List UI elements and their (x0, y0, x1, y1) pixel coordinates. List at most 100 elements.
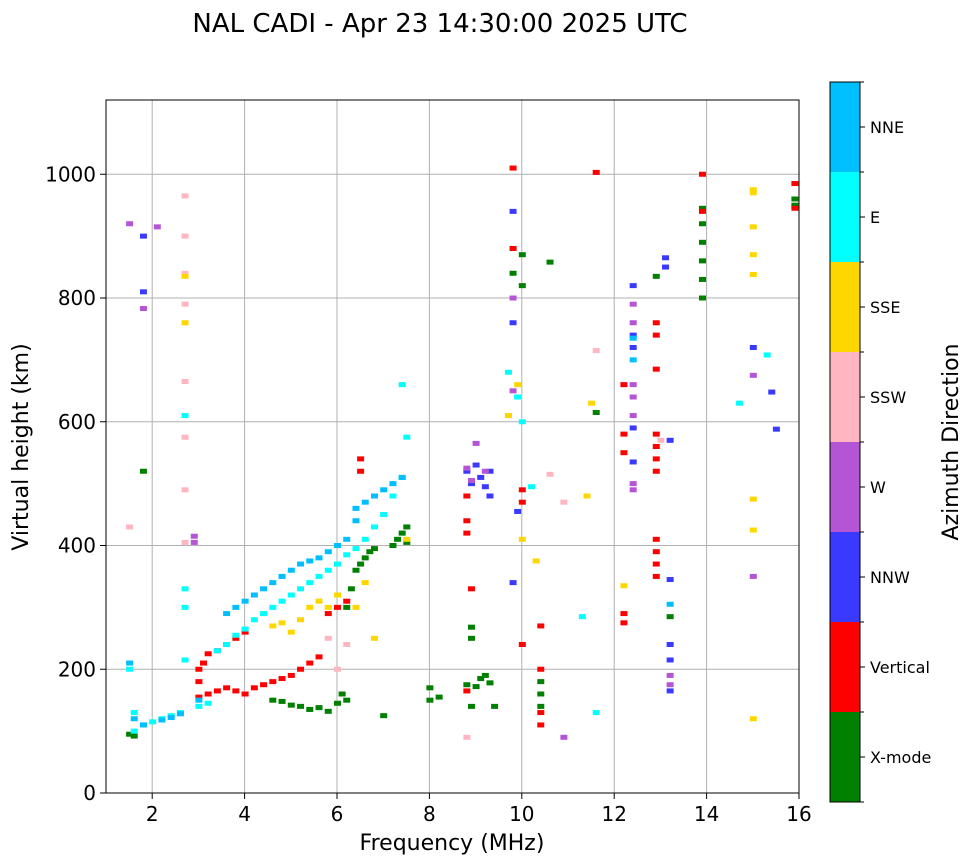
data-point-vertical (652, 431, 660, 437)
data-point-vertical (250, 685, 258, 691)
colorbar-segment (830, 352, 860, 442)
data-point-xmode (315, 705, 323, 711)
data-point-vertical (334, 604, 341, 610)
data-point-nnw (662, 264, 670, 270)
data-point-xmode (426, 685, 434, 691)
data-point-nne (629, 335, 637, 341)
data-point-e (232, 632, 240, 638)
colorbar-segment (830, 622, 860, 712)
data-point-nne (361, 499, 369, 505)
data-point-vertical (204, 651, 212, 657)
data-point-nnw (509, 208, 517, 214)
data-point-xmode (698, 276, 706, 282)
data-point-vertical (652, 573, 660, 579)
data-point-e (130, 710, 138, 716)
data-point-w (666, 682, 674, 688)
data-point-vertical (306, 660, 314, 666)
data-point-sse (749, 271, 757, 277)
data-point-xmode (361, 555, 369, 561)
data-point-nne (232, 604, 240, 610)
data-point-e (352, 546, 360, 552)
data-point-xmode (380, 713, 388, 719)
data-point-sse (749, 224, 757, 230)
data-point-e (389, 493, 397, 499)
x-tick-label: 6 (331, 802, 344, 826)
data-point-nne (176, 711, 184, 717)
data-point-xmode (394, 536, 402, 542)
data-point-vertical (620, 431, 628, 437)
data-point-xmode (324, 708, 332, 714)
data-point-w (139, 306, 147, 312)
data-point-w (509, 295, 517, 301)
data-point-vertical (195, 666, 203, 672)
data-point-sse (278, 620, 286, 626)
data-point-ssw (546, 471, 554, 477)
data-point-nne (139, 722, 147, 728)
data-point-nnw (666, 577, 674, 583)
data-point-e (528, 484, 536, 490)
data-point-sse (370, 635, 378, 641)
data-point-ssw (181, 193, 189, 199)
data-point-w (472, 440, 480, 446)
data-point-ssw (181, 539, 189, 545)
data-point-e (370, 524, 378, 530)
data-point-vertical (791, 205, 799, 211)
data-point-w (463, 465, 471, 471)
data-point-ssw (126, 524, 134, 530)
data-point-vertical (463, 688, 471, 694)
data-point-vertical (620, 382, 628, 388)
data-point-xmode (343, 604, 351, 610)
data-point-vertical (260, 682, 268, 688)
data-point-sse (514, 382, 522, 388)
chart-title: NAL CADI - Apr 23 14:30:00 2025 UTC (192, 9, 687, 39)
data-point-e (403, 434, 411, 440)
data-point-vertical (652, 561, 660, 567)
data-point-nnw (666, 642, 674, 647)
data-point-xmode (338, 691, 346, 697)
data-point-nnw (629, 459, 637, 465)
data-point-vertical (652, 332, 660, 338)
data-point-e (306, 580, 314, 586)
x-tick-label: 2 (146, 802, 159, 826)
data-point-sse (361, 580, 369, 586)
data-point-xmode (491, 703, 499, 709)
data-point-ssw (181, 233, 189, 239)
data-point-nne (250, 592, 258, 598)
data-point-vertical (652, 320, 660, 326)
data-point-nne (269, 580, 277, 586)
data-point-xmode (698, 239, 706, 245)
data-point-w (509, 388, 517, 394)
data-point-vertical (620, 611, 628, 617)
data-point-w (629, 382, 637, 388)
data-point-vertical (232, 635, 240, 641)
data-point-vertical (537, 623, 545, 629)
data-point-xmode (698, 205, 706, 211)
data-point-vertical (278, 676, 286, 682)
data-point-ssw (657, 437, 665, 443)
data-point-nnw (629, 345, 637, 350)
data-point-e (149, 719, 157, 725)
y-tick-label: 200 (58, 657, 96, 681)
data-point-w (629, 320, 637, 326)
data-point-sse (287, 629, 295, 635)
data-point-ssw (181, 301, 189, 307)
data-point-xmode (537, 679, 545, 685)
x-tick-label: 8 (423, 802, 436, 826)
data-point-w (153, 224, 161, 230)
data-point-e (223, 642, 231, 647)
data-point-w (666, 672, 674, 678)
data-point-e (592, 710, 600, 716)
data-point-nnw (666, 688, 674, 694)
data-point-xmode (472, 684, 480, 690)
x-tick-label: 16 (786, 802, 811, 826)
data-point-e (315, 573, 323, 579)
colorbar-segment (830, 262, 860, 352)
data-point-e (504, 369, 512, 375)
colorbar-frame (829, 81, 861, 803)
data-point-vertical (213, 688, 221, 694)
data-point-nne (334, 543, 341, 548)
data-point-nnw (486, 468, 494, 474)
data-point-sse (749, 187, 757, 193)
data-point-sse (403, 536, 411, 542)
data-point-sse (749, 496, 757, 502)
